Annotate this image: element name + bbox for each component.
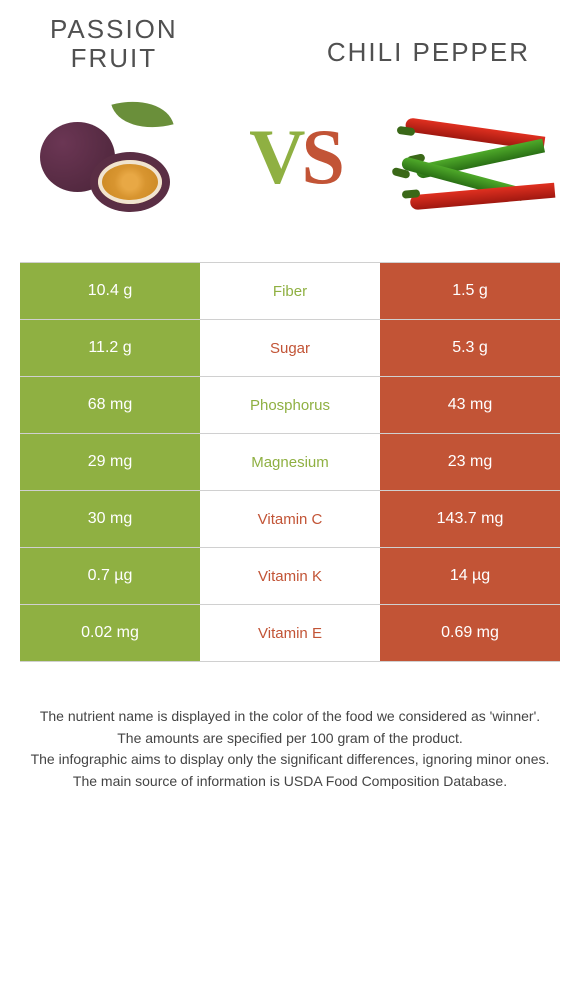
table-row: 68 mgPhosphorus43 mg [20,376,560,433]
table-row: 29 mgMagnesium23 mg [20,433,560,490]
cell-right-value: 23 mg [380,434,560,490]
hero-row: VS [0,72,580,252]
vs-s: S [301,113,340,200]
header: PASSION FRUIT CHILI PEPPER [0,0,580,72]
table-row: 30 mgVitamin C143.7 mg [20,490,560,547]
vs-v: V [249,113,301,200]
cell-right-value: 0.69 mg [380,605,560,661]
title-left: PASSION FRUIT [50,15,178,72]
cell-left-value: 68 mg [20,377,200,433]
cell-right-value: 5.3 g [380,320,560,376]
cell-nutrient-name: Phosphorus [200,377,380,433]
title-right: CHILI PEPPER [327,37,530,68]
cell-nutrient-name: Vitamin C [200,491,380,547]
title-left-line1: PASSION [50,15,178,44]
footer-line4: The main source of information is USDA F… [25,772,555,792]
cell-left-value: 30 mg [20,491,200,547]
footer-notes: The nutrient name is displayed in the co… [25,707,555,791]
cell-nutrient-name: Sugar [200,320,380,376]
cell-right-value: 43 mg [380,377,560,433]
cell-nutrient-name: Magnesium [200,434,380,490]
cell-left-value: 0.7 µg [20,548,200,604]
cell-nutrient-name: Vitamin K [200,548,380,604]
vs-label: VS [249,112,341,202]
cell-right-value: 143.7 mg [380,491,560,547]
passion-fruit-image [35,97,195,217]
cell-nutrient-name: Fiber [200,263,380,319]
cell-left-value: 29 mg [20,434,200,490]
table-row: 0.7 µgVitamin K14 µg [20,547,560,604]
table-row: 11.2 gSugar5.3 g [20,319,560,376]
footer-line3: The infographic aims to display only the… [25,750,555,770]
cell-left-value: 0.02 mg [20,605,200,661]
cell-right-value: 1.5 g [380,263,560,319]
cell-left-value: 11.2 g [20,320,200,376]
footer-line2: The amounts are specified per 100 gram o… [25,729,555,749]
footer-line1: The nutrient name is displayed in the co… [25,707,555,727]
title-left-line2: FRUIT [50,44,178,73]
cell-right-value: 14 µg [380,548,560,604]
nutrient-table: 10.4 gFiber1.5 g11.2 gSugar5.3 g68 mgPho… [20,262,560,662]
cell-nutrient-name: Vitamin E [200,605,380,661]
cell-left-value: 10.4 g [20,263,200,319]
table-row: 0.02 mgVitamin E0.69 mg [20,604,560,661]
table-row: 10.4 gFiber1.5 g [20,262,560,319]
chili-pepper-image [395,97,555,217]
